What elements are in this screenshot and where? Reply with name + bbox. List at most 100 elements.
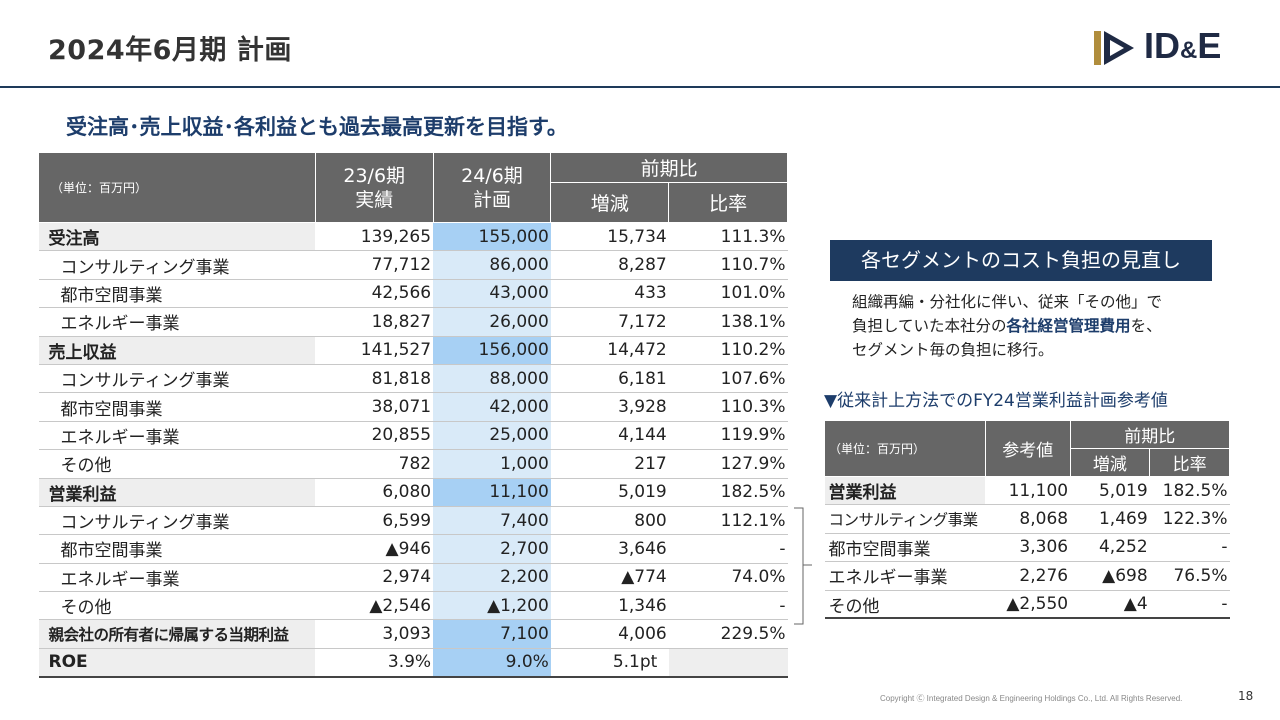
col-header-ratio: 比率 bbox=[668, 182, 788, 223]
value-23: 2,974 bbox=[315, 563, 434, 593]
table-row: 受注高 139,265 155,000 15,734 111.3% bbox=[38, 222, 788, 252]
ref-col-header-value: 参考値 bbox=[984, 420, 1071, 477]
value-ratio: - bbox=[1149, 590, 1230, 620]
value-23: 3.9% bbox=[315, 648, 434, 678]
value-diff: 217 bbox=[550, 449, 669, 479]
value-diff: ▲4 bbox=[1070, 590, 1150, 620]
row-label: コンサルティング事業 bbox=[38, 364, 316, 394]
value-24: 86,000 bbox=[433, 250, 551, 280]
value-ratio: 101.0% bbox=[668, 279, 788, 309]
value-ratio: 182.5% bbox=[1149, 476, 1230, 506]
value-diff: 800 bbox=[550, 506, 669, 536]
logo-mark-icon bbox=[1094, 31, 1134, 65]
value-24: 88,000 bbox=[433, 364, 551, 394]
value-24: 26,000 bbox=[433, 307, 551, 337]
value-diff: ▲774 bbox=[550, 563, 669, 593]
table-row: コンサルティング事業 6,599 7,400 800 112.1% bbox=[38, 506, 788, 536]
value-ref: 3,306 bbox=[985, 533, 1071, 563]
row-label: コンサルティング事業 bbox=[38, 250, 316, 280]
ref-col-header-diff: 増減 bbox=[1069, 448, 1151, 477]
value-24: 1,000 bbox=[433, 449, 551, 479]
row-label: その他 bbox=[824, 590, 986, 620]
ref-unit-label: （単位：百万円） bbox=[824, 420, 986, 477]
value-diff: 5,019 bbox=[1070, 476, 1150, 506]
unit-label: （単位：百万円） bbox=[38, 152, 316, 223]
row-label: 都市空間事業 bbox=[38, 279, 316, 309]
row-label: ROE bbox=[38, 648, 316, 678]
value-23: 141,527 bbox=[315, 336, 434, 365]
value-diff: 8,287 bbox=[550, 250, 669, 280]
value-ratio: - bbox=[668, 534, 788, 564]
value-ratio: 119.9% bbox=[668, 421, 788, 451]
cost-review-description: 組織再編・分社化に伴い、従来「その他」で 負担していた本社分の各社経営管理費用を… bbox=[852, 293, 1163, 359]
row-label: 売上収益 bbox=[38, 336, 316, 365]
value-diff: 1,469 bbox=[1070, 504, 1150, 534]
value-24: 11,100 bbox=[433, 478, 551, 507]
value-23: 782 bbox=[315, 449, 434, 479]
value-ratio bbox=[668, 648, 788, 678]
value-24: ▲1,200 bbox=[433, 591, 551, 621]
value-23: 81,818 bbox=[315, 364, 434, 394]
row-label: エネルギー事業 bbox=[38, 307, 316, 337]
table-row: その他 ▲2,550 ▲4 - bbox=[824, 590, 1230, 620]
row-label: コンサルティング事業 bbox=[824, 504, 986, 534]
value-ratio: 112.1% bbox=[668, 506, 788, 536]
value-ref: 8,068 bbox=[985, 504, 1071, 534]
col-header-yoy: 前期比 bbox=[550, 152, 788, 183]
table-row: 親会社の所有者に帰属する当期利益 3,093 7,100 4,006 229.5… bbox=[38, 619, 788, 649]
value-ratio: 182.5% bbox=[668, 478, 788, 507]
value-diff: 4,252 bbox=[1070, 533, 1150, 563]
value-diff: ▲698 bbox=[1070, 561, 1150, 591]
col-header-diff: 増減 bbox=[550, 182, 670, 223]
value-diff: 14,472 bbox=[550, 336, 669, 365]
value-diff: 3,928 bbox=[550, 392, 669, 422]
value-24: 43,000 bbox=[433, 279, 551, 309]
value-diff: 5,019 bbox=[550, 478, 669, 507]
value-ratio: 229.5% bbox=[668, 619, 788, 649]
table-row: エネルギー事業 2,276 ▲698 76.5% bbox=[824, 561, 1230, 591]
value-ratio: 111.3% bbox=[668, 222, 788, 252]
row-label: エネルギー事業 bbox=[38, 563, 316, 593]
row-label: 営業利益 bbox=[824, 476, 986, 506]
cost-review-title: 各セグメントのコスト負担の見直し bbox=[830, 240, 1212, 281]
headline-message: 受注高･売上収益･各利益とも過去最高更新を目指す。 bbox=[66, 115, 568, 139]
value-ref: 11,100 bbox=[985, 476, 1071, 506]
segment-bracket bbox=[794, 507, 812, 625]
reference-title: ▼従来計上方法でのFY24営業利益計画参考値 bbox=[824, 391, 1168, 411]
value-diff: 1,346 bbox=[550, 591, 669, 621]
value-23: 77,712 bbox=[315, 250, 434, 280]
value-24: 42,000 bbox=[433, 392, 551, 422]
value-diff: 5.1pt bbox=[550, 648, 669, 678]
row-label: 都市空間事業 bbox=[38, 534, 316, 564]
table-row: 都市空間事業 3,306 4,252 - bbox=[824, 533, 1230, 563]
table-row: 都市空間事業 38,071 42,000 3,928 110.3% bbox=[38, 392, 788, 422]
value-diff: 15,734 bbox=[550, 222, 669, 252]
table-row: エネルギー事業 2,974 2,200 ▲774 74.0% bbox=[38, 563, 788, 593]
value-diff: 4,006 bbox=[550, 619, 669, 649]
reference-table: （単位：百万円） 参考値 前期比 増減 比率 営業利益 11,100 5,019… bbox=[824, 420, 1231, 620]
value-ratio: - bbox=[1149, 533, 1230, 563]
value-ratio: - bbox=[668, 591, 788, 621]
value-24: 155,000 bbox=[433, 222, 551, 252]
value-ratio: 110.7% bbox=[668, 250, 788, 280]
value-ratio: 107.6% bbox=[668, 364, 788, 394]
value-ratio: 110.3% bbox=[668, 392, 788, 422]
table-row: コンサルティング事業 8,068 1,469 122.3% bbox=[824, 504, 1230, 534]
value-ratio: 110.2% bbox=[668, 336, 788, 365]
value-24: 9.0% bbox=[433, 648, 551, 678]
value-23: ▲2,546 bbox=[315, 591, 434, 621]
page-number: 18 bbox=[1238, 689, 1254, 703]
row-label: エネルギー事業 bbox=[38, 421, 316, 451]
value-23: 3,093 bbox=[315, 619, 434, 649]
row-label: 都市空間事業 bbox=[824, 533, 986, 563]
logo-text: ID&E bbox=[1144, 24, 1222, 66]
table-row: エネルギー事業 20,855 25,000 4,144 119.9% bbox=[38, 421, 788, 451]
row-label: 親会社の所有者に帰属する当期利益 bbox=[38, 619, 316, 649]
value-24: 7,100 bbox=[433, 619, 551, 649]
table-row: 売上収益 141,527 156,000 14,472 110.2% bbox=[38, 336, 788, 365]
value-24: 156,000 bbox=[433, 336, 551, 365]
col-header-24-plan: 24/6期 計画 bbox=[432, 152, 552, 223]
value-diff: 3,646 bbox=[550, 534, 669, 564]
table-row: その他 ▲2,546 ▲1,200 1,346 - bbox=[38, 591, 788, 621]
row-label: 都市空間事業 bbox=[38, 392, 316, 422]
